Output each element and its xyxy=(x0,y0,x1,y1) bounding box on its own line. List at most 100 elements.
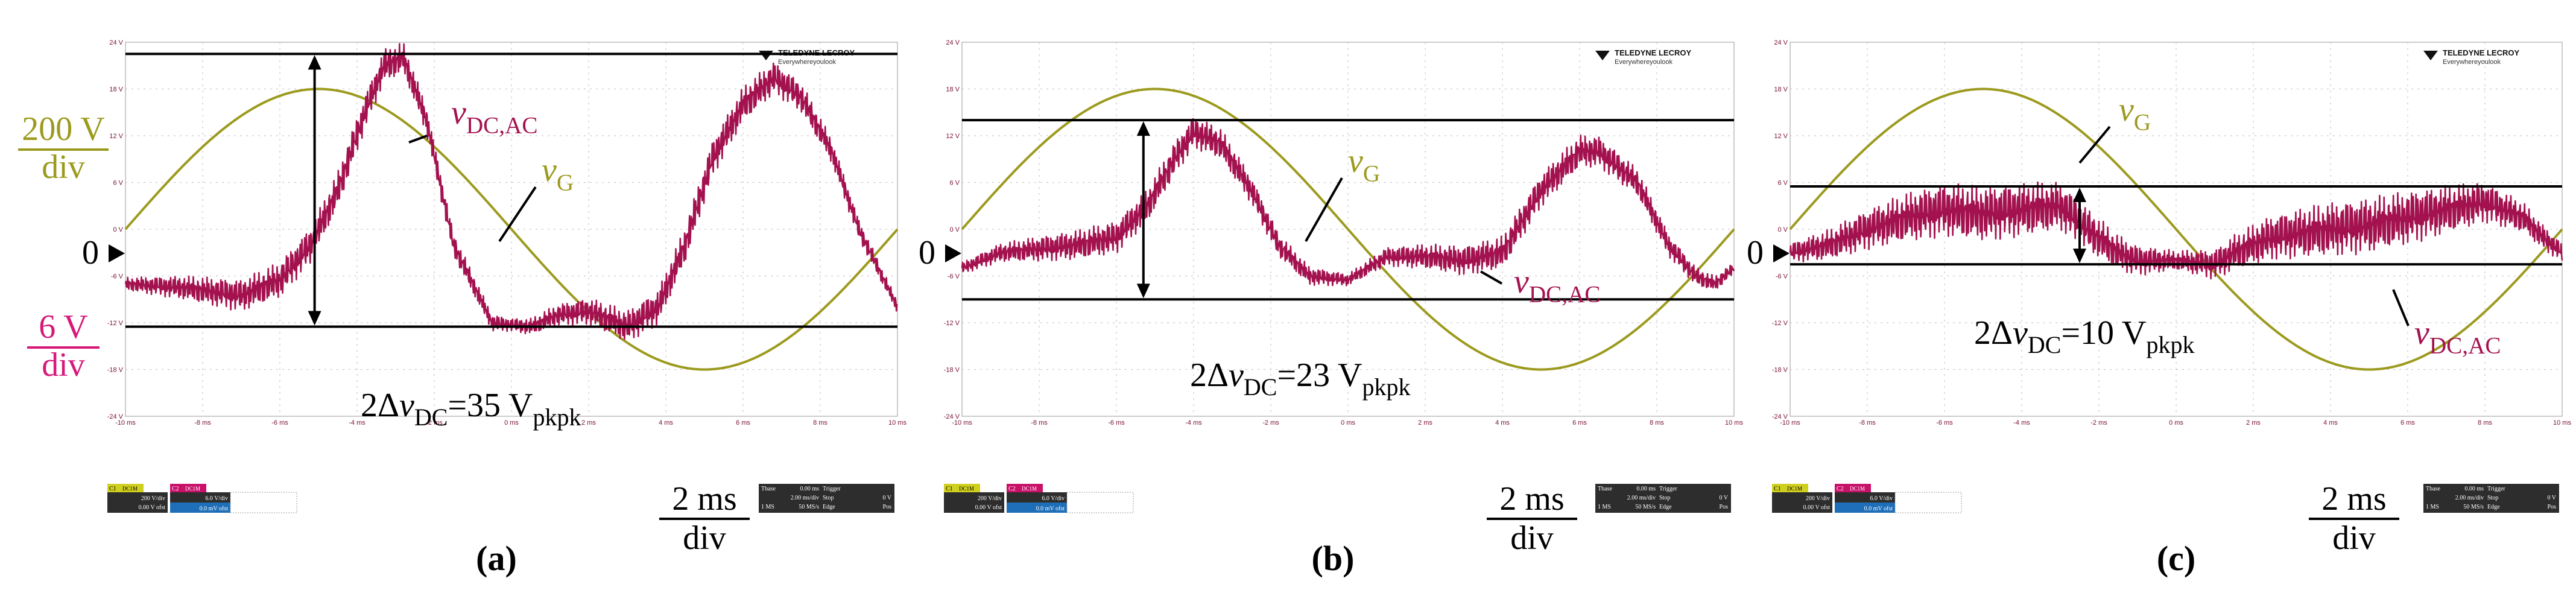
c1-tag-bg xyxy=(107,484,144,492)
vdc-leader-line xyxy=(1480,270,1502,285)
side-labels: 200 V div 0 6 V div 0 0 xyxy=(18,110,1790,384)
vg-trace xyxy=(1789,87,2563,371)
tbase-label: Tbase xyxy=(761,486,776,492)
y-tick-label: 24 V xyxy=(109,39,123,46)
time-scale-den: div xyxy=(2332,519,2376,557)
sample-label: 1 MS xyxy=(1598,504,1611,510)
c1-flags: DC1M xyxy=(1787,486,1802,492)
y-tick-label: -18 V xyxy=(1772,367,1788,374)
ripple-annotation: 2ΔvDC=23 Vpkpk xyxy=(1190,357,1410,401)
ripple-arrow-head-down xyxy=(308,311,321,326)
c2-offset: 0.0 mV ofst xyxy=(1864,506,1893,512)
x-tick-label: 4 ms xyxy=(1495,419,1510,427)
empty-channel-slot xyxy=(230,492,297,513)
tdiv-value: 2.00 ms/div xyxy=(791,495,819,501)
ripple-label-v: v xyxy=(399,387,414,424)
empty-channel-slot xyxy=(1066,492,1134,513)
x-tick-label: -8 ms xyxy=(1859,419,1876,427)
c2-scale: 6.0 V/div xyxy=(205,495,228,502)
y-tick-label: 18 V xyxy=(946,86,960,94)
vg-label: vG xyxy=(1348,142,1380,187)
x-tick-label: 4 ms xyxy=(2323,419,2338,427)
c1-scale: 200 V/div xyxy=(1806,495,1830,502)
x-tick-label: 4 ms xyxy=(659,419,673,427)
vdc-label-base: v xyxy=(1514,263,1529,300)
timebase-readout-bg xyxy=(1595,484,1731,513)
x-tick-label: -6 ms xyxy=(1108,419,1125,427)
x-tick-label: 8 ms xyxy=(2478,419,2492,427)
panel-tag: (a) xyxy=(476,539,517,578)
c1-tag: C1 xyxy=(946,486,953,492)
y-tick-label: -6 V xyxy=(111,273,124,281)
ripple-arrow-head-down xyxy=(2073,249,2086,264)
y-tick-label: 0 V xyxy=(1777,226,1788,233)
brand-name: TELEDYNE LECROY xyxy=(1615,48,1691,57)
c1-tag: C1 xyxy=(109,486,116,492)
zero-marker-a xyxy=(109,244,125,262)
lecroy-logo-icon xyxy=(1595,51,1610,60)
pos-label: Pos xyxy=(883,504,892,510)
x-tick-label: 10 ms xyxy=(2553,419,2571,427)
tdiv-value: 2.00 ms/div xyxy=(2455,495,2484,501)
y-tick-label: -24 V xyxy=(1772,413,1788,420)
stop-value: 0 V xyxy=(882,495,891,501)
y-tick-label: 18 V xyxy=(1774,86,1788,94)
c2-tag-bg xyxy=(1835,484,1871,492)
edge-label: Edge xyxy=(2487,504,2500,510)
vg-leader-line xyxy=(1305,177,1343,242)
c1-tag-bg xyxy=(1772,484,1808,492)
vdc-label-sub: DC,AC xyxy=(466,113,538,139)
ripple-sub: DC xyxy=(414,404,448,431)
time-scale-num: 2 ms xyxy=(2321,480,2386,518)
vdc-trace xyxy=(1789,181,2563,280)
info-bar: C1 DC1M 200 V/div 0.00 V ofst C2 DC1M 6.0 V/di… xyxy=(1772,484,2559,513)
stop-label: Stop xyxy=(2487,495,2498,501)
c2-scale: 6.0 V/div xyxy=(1870,495,1893,502)
ripple-label-v: v xyxy=(1229,357,1244,394)
y-tick-label: 0 V xyxy=(949,226,960,233)
tbase-label: Tbase xyxy=(2426,486,2440,492)
x-tick-label: -2 ms xyxy=(1262,419,1279,427)
x-tick-label: -10 ms xyxy=(115,419,136,427)
x-tick-label: -4 ms xyxy=(1185,419,1202,427)
vdc-trace xyxy=(961,118,1735,289)
stop-value: 0 V xyxy=(2547,495,2556,501)
panel-c: 24 V 18 V 12 V 6 V 0 V -6 V -12 V -18 V -24 V-10… xyxy=(1772,39,2572,578)
c1-offset: 0.00 V ofst xyxy=(1803,504,1831,511)
x-tick-label: -10 ms xyxy=(952,419,972,427)
trigger-label: Trigger xyxy=(1659,486,1677,492)
x-tick-label: -2 ms xyxy=(2090,419,2107,427)
vdc-label-sub: DC,AC xyxy=(1529,282,1601,308)
tbase-value: 0.00 ms xyxy=(800,486,819,492)
vdc-label: vDC,AC xyxy=(1514,263,1601,308)
vg-label-base: v xyxy=(2119,91,2134,128)
ripple-label: 2Δ xyxy=(1190,357,1229,394)
y-tick-label: 24 V xyxy=(946,39,960,46)
c2-tag: C2 xyxy=(1008,486,1016,492)
vg-label: vG xyxy=(2119,91,2151,136)
lecroy-logo-icon xyxy=(2423,51,2438,60)
vdc-trace xyxy=(124,43,898,340)
x-tick-label: 2 ms xyxy=(581,419,596,427)
vdc-leader-line xyxy=(408,135,428,144)
x-tick-label: 6 ms xyxy=(1572,419,1587,427)
c2-scale: 6.0 V/div xyxy=(1042,495,1065,502)
ripple-label-v: v xyxy=(2013,314,2028,352)
panel-tag: (b) xyxy=(1312,539,1355,578)
y-tick-label: -24 V xyxy=(107,413,124,420)
x-tick-label: 2 ms xyxy=(2246,419,2261,427)
brand-slogan: Everywhereyoulook xyxy=(2443,59,2501,66)
vg-trace xyxy=(124,87,899,371)
ripple-unit: pkpk xyxy=(1362,373,1410,401)
y-tick-label: 24 V xyxy=(1774,39,1788,46)
y-tick-label: -18 V xyxy=(944,367,960,374)
zero-label-a: 0 xyxy=(82,234,99,271)
y-tick-label: 6 V xyxy=(949,180,960,187)
c2-tag-bg xyxy=(1007,484,1043,492)
trigger-label: Trigger xyxy=(2487,486,2505,492)
panel-a: 24 V 18 V 12 V 6 V 0 V -6 V -12 V -18 V -24 V-10… xyxy=(107,39,907,578)
c1-tag: C1 xyxy=(1774,486,1781,492)
ripple-unit: pkpk xyxy=(2146,331,2194,358)
y-tick-label: 6 V xyxy=(1777,180,1788,187)
